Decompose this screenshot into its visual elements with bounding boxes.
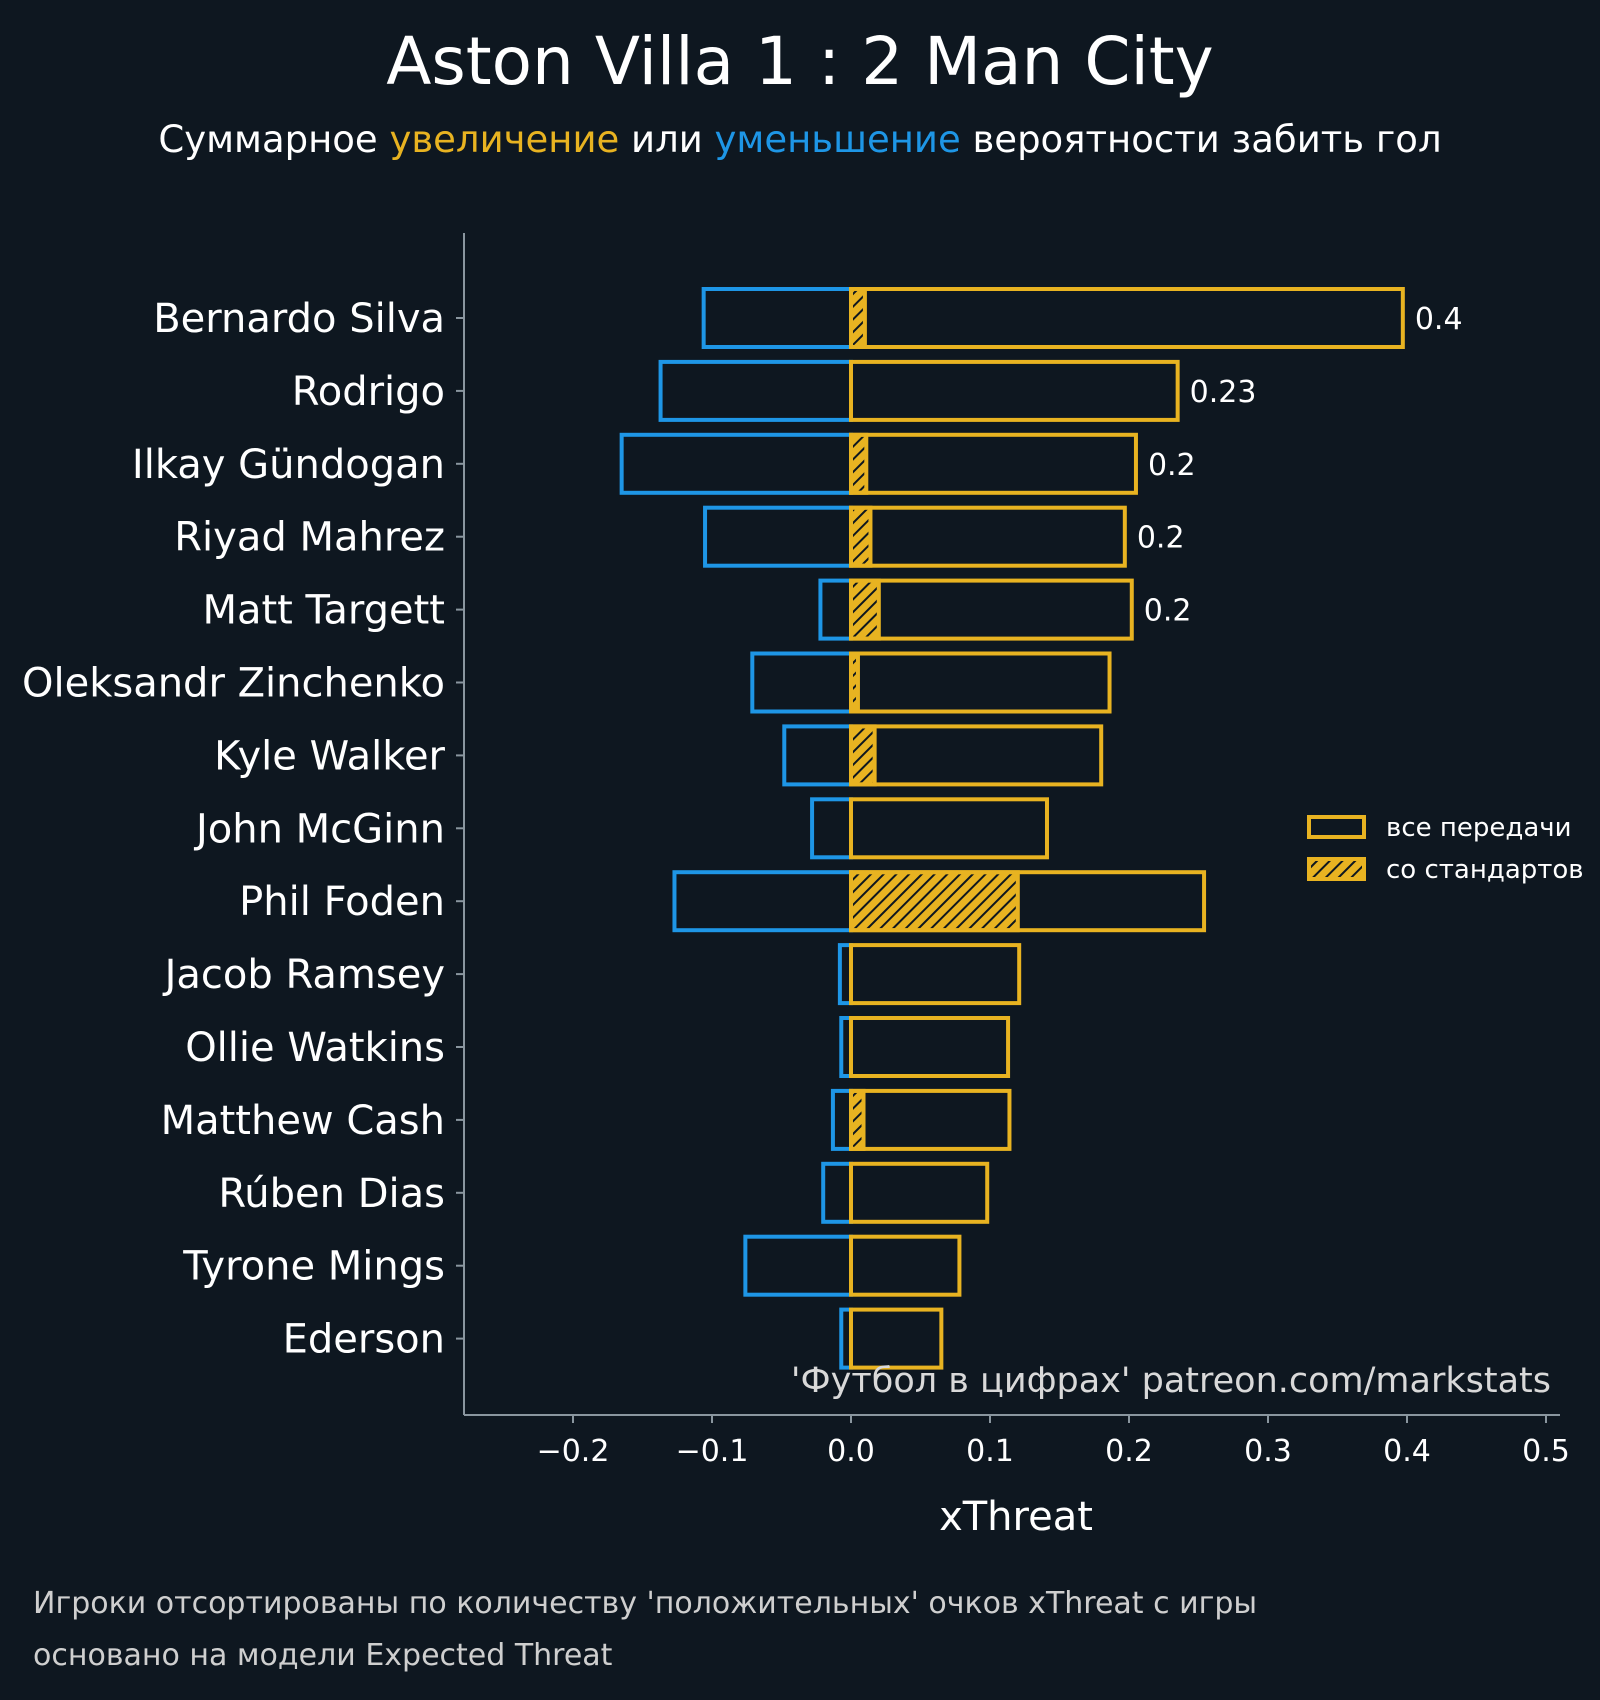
bar-positive	[849, 943, 1022, 1006]
plot-area: −0.2 −0.1 0.0 0.1 0.2 0.3 0.4 0.5 xThreat Bernard…	[22, 233, 1570, 1540]
x-tick-label: 0.1	[966, 1434, 1014, 1469]
chart-title: Aston Villa 1 : 2 Man City	[386, 23, 1213, 100]
bar-positive	[849, 724, 1104, 787]
x-tick-label: 0.3	[1244, 1434, 1292, 1469]
bar-positive	[849, 651, 1112, 714]
y-tick-label: Rúben Dias	[218, 1171, 445, 1217]
bar-set-pieces	[849, 578, 881, 641]
bar-set-pieces	[849, 287, 867, 349]
y-tick-label: Bernardo Silva	[153, 296, 445, 342]
bar-data-label: 0.2	[1144, 594, 1192, 629]
bar-positive	[849, 797, 1049, 860]
legend: все передачи со стандартов	[1307, 813, 1584, 885]
y-tick-label: Riyad Mahrez	[174, 515, 445, 561]
subtitle-part-3: вероятности забить гол	[961, 118, 1442, 161]
x-tick-label: 0.5	[1522, 1434, 1570, 1469]
subtitle-part-2: или	[619, 118, 714, 161]
bar-positive	[849, 432, 1138, 495]
footnote-line-1: Игроки отсортированы по количеству 'поло…	[33, 1586, 1257, 1621]
bar-set-pieces	[849, 724, 877, 787]
x-axis-label: xThreat	[939, 1494, 1093, 1540]
x-tick-label: 0.2	[1105, 1434, 1153, 1469]
y-tick-label: Matthew Cash	[161, 1098, 445, 1144]
bar-negative	[810, 797, 854, 860]
bar-negative	[743, 1234, 853, 1297]
bar-negative	[782, 724, 854, 787]
bar-positive	[849, 1161, 990, 1224]
bar-data-label: 0.2	[1148, 448, 1196, 483]
bar-negative	[818, 578, 853, 641]
y-tick-label: Ilkay Gündogan	[132, 442, 445, 488]
bar-positive	[849, 1016, 1011, 1078]
bar-positive	[849, 1307, 944, 1370]
subtitle-part-1: Суммарное	[158, 118, 389, 161]
bar-set-pieces	[849, 505, 873, 568]
bar-positive	[849, 578, 1134, 641]
y-tick-label: Oleksandr Zinchenko	[22, 661, 445, 707]
bar-negative	[619, 432, 854, 495]
y-tick-label: John McGinn	[193, 806, 445, 852]
credit-watermark: 'Футбол в цифрах' patreon.com/markstats	[791, 1361, 1551, 1401]
bar-positive	[849, 870, 1207, 933]
subtitle-increase: увеличение	[389, 118, 619, 161]
bar-negative	[830, 1088, 853, 1151]
bar-negative	[658, 359, 853, 422]
bar-negative	[672, 870, 853, 933]
legend-swatch-all-passes	[1307, 815, 1366, 839]
bar-positive	[849, 359, 1180, 422]
y-tick-label: Ederson	[283, 1317, 445, 1363]
subtitle-decrease: уменьшение	[715, 118, 961, 161]
footnote-line-2: основано на модели Expected Threat	[33, 1638, 613, 1673]
y-tick-label: Ollie Watkins	[185, 1025, 445, 1071]
bar-data-label: 0.2	[1137, 521, 1185, 556]
bar-negative	[750, 651, 853, 714]
bar-positive	[849, 1088, 1012, 1151]
bar-negative	[821, 1161, 854, 1224]
y-tick-label: Phil Foden	[239, 879, 445, 925]
y-tick-label: Rodrigo	[292, 369, 445, 415]
bar-set-pieces	[849, 870, 1020, 933]
bar-negative	[701, 287, 853, 349]
y-tick-label: Tyrone Mings	[182, 1244, 445, 1290]
bar-negative	[703, 505, 853, 568]
bar-data-label: 0.23	[1190, 375, 1257, 410]
bar-data-label: 0.4	[1415, 302, 1463, 337]
bar-positive	[849, 505, 1127, 568]
y-tick-label: Kyle Walker	[214, 733, 445, 779]
x-tick-label: −0.1	[676, 1434, 749, 1469]
legend-swatch-set-pieces	[1307, 857, 1366, 881]
y-tick-label: Jacob Ramsey	[162, 952, 445, 998]
legend-label-all-passes: все передачи	[1386, 813, 1572, 843]
x-tick-label: 0.4	[1383, 1434, 1431, 1469]
bar-set-pieces	[849, 432, 869, 495]
y-tick-label: Matt Targett	[202, 588, 445, 634]
legend-label-set-pieces: со стандартов	[1386, 855, 1584, 885]
chart-subtitle: Суммарное увеличение или уменьшение веро…	[158, 118, 1441, 161]
bar-positive	[849, 287, 1405, 349]
bar-positive	[849, 1234, 962, 1297]
x-tick-label: −0.2	[537, 1434, 610, 1469]
x-tick-label: 0.0	[827, 1434, 875, 1469]
